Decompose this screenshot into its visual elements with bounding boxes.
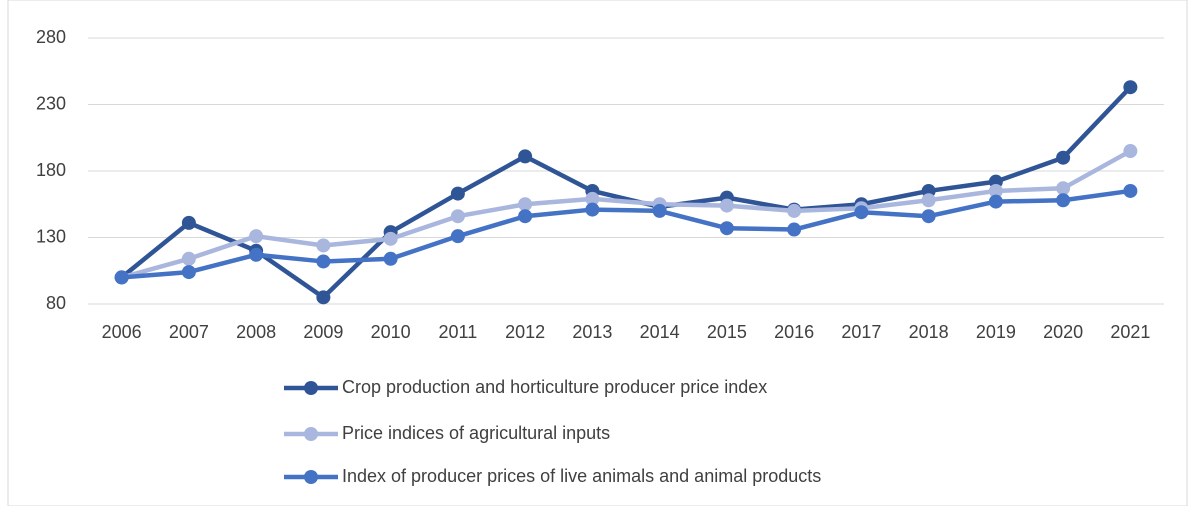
data-point — [316, 238, 331, 253]
data-point — [249, 229, 264, 244]
data-point — [1123, 80, 1138, 95]
x-tick-label: 2018 — [909, 322, 949, 342]
data-point — [383, 251, 398, 266]
data-point — [1123, 183, 1138, 198]
legend-marker — [304, 470, 318, 484]
data-point — [1056, 150, 1071, 165]
data-point — [1056, 181, 1071, 196]
data-point — [1123, 144, 1138, 159]
x-tick-label: 2012 — [505, 322, 545, 342]
x-tick-label: 2020 — [1043, 322, 1083, 342]
data-point — [249, 247, 264, 262]
x-tick-label: 2021 — [1110, 322, 1150, 342]
data-point — [114, 270, 129, 285]
data-point — [585, 191, 600, 206]
y-tick-label: 230 — [36, 93, 66, 113]
x-tick-label: 2013 — [572, 322, 612, 342]
x-tick-label: 2006 — [102, 322, 142, 342]
series-line — [120, 85, 1133, 300]
data-point — [719, 221, 734, 236]
data-point — [316, 254, 331, 269]
x-tick-label: 2016 — [774, 322, 814, 342]
data-point — [1056, 193, 1071, 208]
x-tick-label: 2017 — [841, 322, 881, 342]
data-point — [652, 203, 667, 218]
data-point — [719, 198, 734, 213]
series-line — [121, 188, 1131, 280]
data-point — [450, 209, 465, 224]
y-tick-label: 80 — [46, 293, 66, 313]
chart-frame — [7, 0, 1188, 506]
series-line — [121, 149, 1132, 280]
data-point — [988, 183, 1003, 198]
x-tick-label: 2010 — [371, 322, 411, 342]
data-point — [585, 202, 600, 217]
data-point — [181, 215, 196, 230]
data-point — [518, 209, 533, 224]
data-point — [518, 149, 533, 164]
x-tick-label: 2009 — [303, 322, 343, 342]
x-tick-label: 2014 — [640, 322, 680, 342]
x-tick-label: 2015 — [707, 322, 747, 342]
legend-marker — [304, 427, 318, 441]
y-tick-label: 130 — [36, 226, 66, 246]
data-point — [383, 231, 398, 246]
data-point — [921, 193, 936, 208]
y-tick-label: 280 — [36, 27, 66, 47]
x-tick-label: 2008 — [236, 322, 276, 342]
x-tick-label: 2007 — [169, 322, 209, 342]
data-point — [921, 209, 936, 224]
legend-label: Price indices of agricultural inputs — [342, 423, 610, 443]
legend-label: Crop production and horticulture produce… — [342, 377, 767, 397]
data-point — [316, 290, 331, 305]
y-tick-label: 180 — [36, 160, 66, 180]
x-tick-label: 2019 — [976, 322, 1016, 342]
data-point — [787, 203, 802, 218]
data-point — [854, 205, 869, 220]
data-point — [450, 186, 465, 201]
x-tick-label: 2011 — [439, 322, 478, 342]
data-point — [450, 229, 465, 244]
data-point — [787, 222, 802, 237]
legend-marker — [304, 381, 318, 395]
legend-label: Index of producer prices of live animals… — [342, 466, 821, 486]
data-point — [181, 265, 196, 280]
data-point — [518, 197, 533, 212]
data-point — [988, 194, 1003, 209]
data-point — [181, 251, 196, 266]
